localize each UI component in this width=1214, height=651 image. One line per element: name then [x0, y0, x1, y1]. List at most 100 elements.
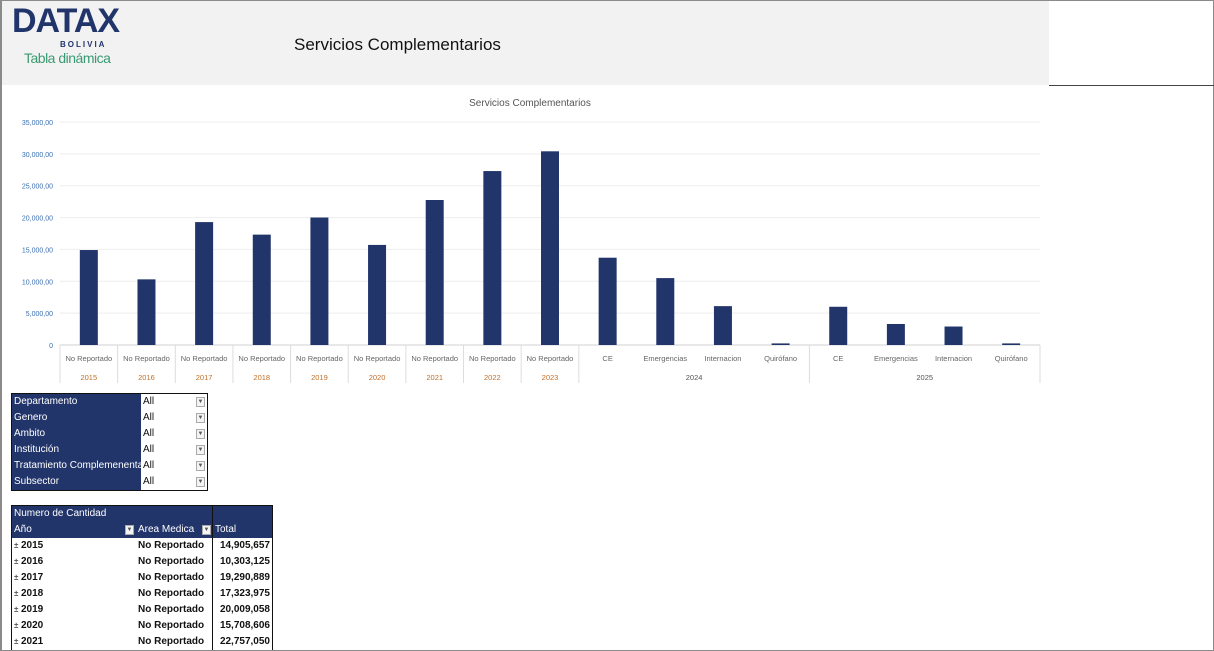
bar	[425, 200, 444, 345]
filter-row: Institución All ▼	[12, 442, 207, 458]
table-row: ±2018 No Reportado 17,323,975	[12, 586, 272, 602]
group-label: 2024	[686, 373, 703, 382]
year-cell: 2021	[21, 636, 44, 647]
x-tick-label: No Reportado	[411, 354, 458, 363]
filter-dropdown-icon[interactable]: ▼	[202, 525, 211, 535]
group-label: 2020	[369, 373, 386, 382]
group-label: 2015	[80, 373, 97, 382]
filter-value: All	[143, 412, 155, 423]
bar	[656, 278, 675, 345]
x-tick-label: Quirófano	[764, 354, 797, 363]
x-tick-label: Emergencias	[874, 354, 918, 363]
bar	[483, 171, 502, 345]
expand-icon[interactable]: ±	[14, 621, 19, 630]
area-cell: No Reportado	[138, 572, 205, 583]
x-tick-label: No Reportado	[296, 354, 343, 363]
filter-label: Departamento	[12, 394, 141, 410]
y-tick-label: 20,000,00	[22, 216, 53, 223]
bar	[829, 306, 848, 345]
y-tick-label: 0	[49, 343, 53, 350]
filter-select[interactable]: All ▼	[141, 442, 207, 458]
expand-icon[interactable]: ±	[14, 605, 19, 614]
expand-icon[interactable]: ±	[14, 557, 19, 566]
table-row: ±2021 No Reportado 22,757,050	[12, 634, 272, 650]
x-tick-label: Internacion	[704, 354, 741, 363]
col-header-year[interactable]: Año ▼	[12, 522, 136, 538]
expand-icon[interactable]: ±	[14, 573, 19, 582]
tagline: Tabla dinámica	[24, 50, 111, 66]
filter-row: Genero All ▼	[12, 410, 207, 426]
group-label: 2022	[484, 373, 501, 382]
table-row: ±2015 No Reportado 14,905,657	[12, 538, 272, 554]
group-label: 2023	[542, 373, 559, 382]
filter-value: All	[143, 444, 155, 455]
table-row: ±2020 No Reportado 15,708,606	[12, 618, 272, 634]
x-tick-label: No Reportado	[469, 354, 516, 363]
table-row: ±2019 No Reportado 20,009,058	[12, 602, 272, 618]
expand-icon[interactable]: ±	[14, 637, 19, 646]
y-tick-label: 25,000,00	[22, 184, 53, 191]
filter-select[interactable]: All ▼	[141, 426, 207, 442]
group-label: 2016	[138, 373, 155, 382]
dropdown-arrow-icon[interactable]: ▼	[196, 461, 205, 471]
area-cell: No Reportado	[138, 604, 205, 615]
x-tick-label: Internacion	[935, 354, 972, 363]
area-cell: No Reportado	[138, 540, 205, 551]
bar	[252, 234, 271, 345]
total-cell: 15,708,606	[212, 618, 272, 634]
year-cell: 2020	[21, 620, 44, 631]
x-tick-label: CE	[602, 354, 612, 363]
bar	[310, 217, 329, 345]
bar	[771, 343, 790, 345]
filter-label: Ambito	[12, 426, 141, 442]
filter-value: All	[143, 476, 155, 487]
filter-select[interactable]: All ▼	[141, 458, 207, 474]
y-tick-label: 15,000,00	[22, 247, 53, 254]
filter-row: Tratamiento Complemenentari All ▼	[12, 458, 207, 474]
x-tick-label: No Reportado	[354, 354, 401, 363]
bar	[541, 151, 559, 345]
filter-value: All	[143, 428, 155, 439]
chart-title: Servicios Complementarios	[469, 98, 591, 109]
group-label: 2021	[426, 373, 443, 382]
bar	[79, 250, 98, 345]
bar	[886, 323, 905, 345]
table-row: ±2017 No Reportado 19,290,889	[12, 570, 272, 586]
area-cell: No Reportado	[138, 588, 205, 599]
filter-row: Departamento All ▼	[12, 394, 207, 410]
filter-dropdown-icon[interactable]: ▼	[125, 525, 134, 535]
filter-row: Ambito All ▼	[12, 426, 207, 442]
dropdown-arrow-icon[interactable]: ▼	[196, 429, 205, 439]
y-tick-label: 30,000,00	[22, 152, 53, 159]
dropdown-arrow-icon[interactable]: ▼	[196, 413, 205, 423]
measure-label: Numero de Cantidad	[14, 508, 107, 519]
total-cell: 14,905,657	[212, 538, 272, 554]
col-header-area[interactable]: Area Medica ▼	[136, 522, 212, 538]
dropdown-arrow-icon[interactable]: ▼	[196, 445, 205, 455]
group-label: 2018	[253, 373, 270, 382]
area-cell: No Reportado	[138, 636, 205, 647]
total-cell: 19,290,889	[212, 570, 272, 586]
x-tick-label: Quirófano	[995, 354, 1028, 363]
group-label: 2019	[311, 373, 328, 382]
total-cell: 20,009,058	[212, 602, 272, 618]
filter-select[interactable]: All ▼	[141, 410, 207, 426]
col-header-total: Total	[212, 522, 272, 538]
filter-label: Institución	[12, 442, 141, 458]
bar	[368, 244, 387, 345]
total-cell: 22,757,050	[212, 634, 272, 650]
year-label: Año	[14, 524, 32, 535]
filter-select[interactable]: All ▼	[141, 394, 207, 410]
total-cell: 17,323,975	[212, 586, 272, 602]
expand-icon[interactable]: ±	[14, 541, 19, 550]
bar	[713, 306, 732, 345]
x-tick-label: No Reportado	[65, 354, 112, 363]
dropdown-arrow-icon[interactable]: ▼	[196, 477, 205, 487]
filter-select[interactable]: All ▼	[141, 474, 207, 490]
filter-label: Genero	[12, 410, 141, 426]
dropdown-arrow-icon[interactable]: ▼	[196, 397, 205, 407]
y-tick-label: 5,000,00	[26, 311, 53, 318]
expand-icon[interactable]: ±	[14, 589, 19, 598]
filter-value: All	[143, 396, 155, 407]
pivot-filters: Departamento All ▼ Genero All ▼ Ambito All ▼ Inst…	[11, 393, 208, 491]
